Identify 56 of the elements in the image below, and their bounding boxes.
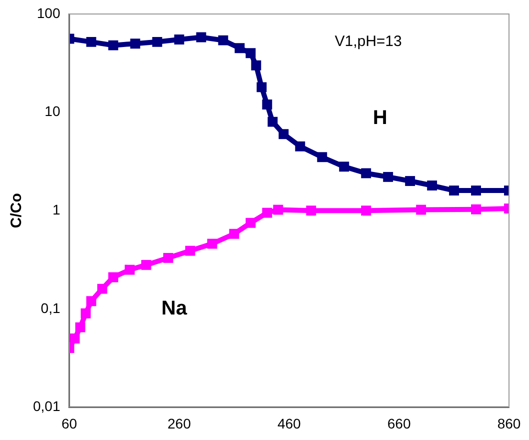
point xyxy=(174,34,184,44)
y-tick-label: 0,1 xyxy=(40,300,60,316)
point xyxy=(86,36,96,47)
y-tick-label: 10 xyxy=(44,103,60,120)
point xyxy=(268,116,278,127)
point xyxy=(383,172,394,182)
point xyxy=(108,40,118,50)
point xyxy=(427,180,438,190)
point xyxy=(306,206,316,216)
point xyxy=(295,141,306,152)
point xyxy=(207,238,218,249)
point xyxy=(449,186,460,196)
point xyxy=(317,152,328,162)
y-tick-label: 1 xyxy=(52,201,60,218)
point xyxy=(185,246,196,256)
point xyxy=(80,308,91,318)
point xyxy=(339,162,350,172)
point xyxy=(262,208,272,218)
point xyxy=(108,272,118,282)
point xyxy=(405,176,416,186)
point xyxy=(361,206,372,216)
point xyxy=(278,129,289,140)
y-tick-label: 100 xyxy=(36,4,60,21)
point xyxy=(256,82,267,92)
point xyxy=(141,260,152,270)
point xyxy=(251,60,262,70)
annotation: V1,pH=13 xyxy=(334,33,402,50)
point xyxy=(124,264,135,275)
point xyxy=(273,204,284,215)
point xyxy=(361,168,372,178)
point xyxy=(130,38,140,49)
point xyxy=(246,218,256,228)
point xyxy=(86,296,96,306)
point xyxy=(471,186,481,196)
point xyxy=(234,43,245,54)
point xyxy=(471,204,481,214)
point xyxy=(163,252,174,263)
x-tick-label: 460 xyxy=(277,415,302,432)
point xyxy=(246,48,256,58)
point xyxy=(218,35,228,46)
x-tick-label: 860 xyxy=(497,415,521,432)
point xyxy=(75,322,86,332)
y-tick-label: 0,01 xyxy=(33,398,60,414)
point xyxy=(416,204,426,215)
x-tick-label: 260 xyxy=(168,415,192,432)
series-label: Na xyxy=(161,297,188,320)
point xyxy=(262,100,272,110)
x-tick-label: 60 xyxy=(61,415,78,432)
y-axis-title: C/Co xyxy=(8,193,26,228)
point xyxy=(196,32,206,42)
point xyxy=(229,228,240,239)
x-tick-label: 660 xyxy=(387,415,411,432)
point xyxy=(97,284,108,294)
point xyxy=(152,36,162,47)
point xyxy=(70,334,80,344)
text: H xyxy=(372,106,388,129)
